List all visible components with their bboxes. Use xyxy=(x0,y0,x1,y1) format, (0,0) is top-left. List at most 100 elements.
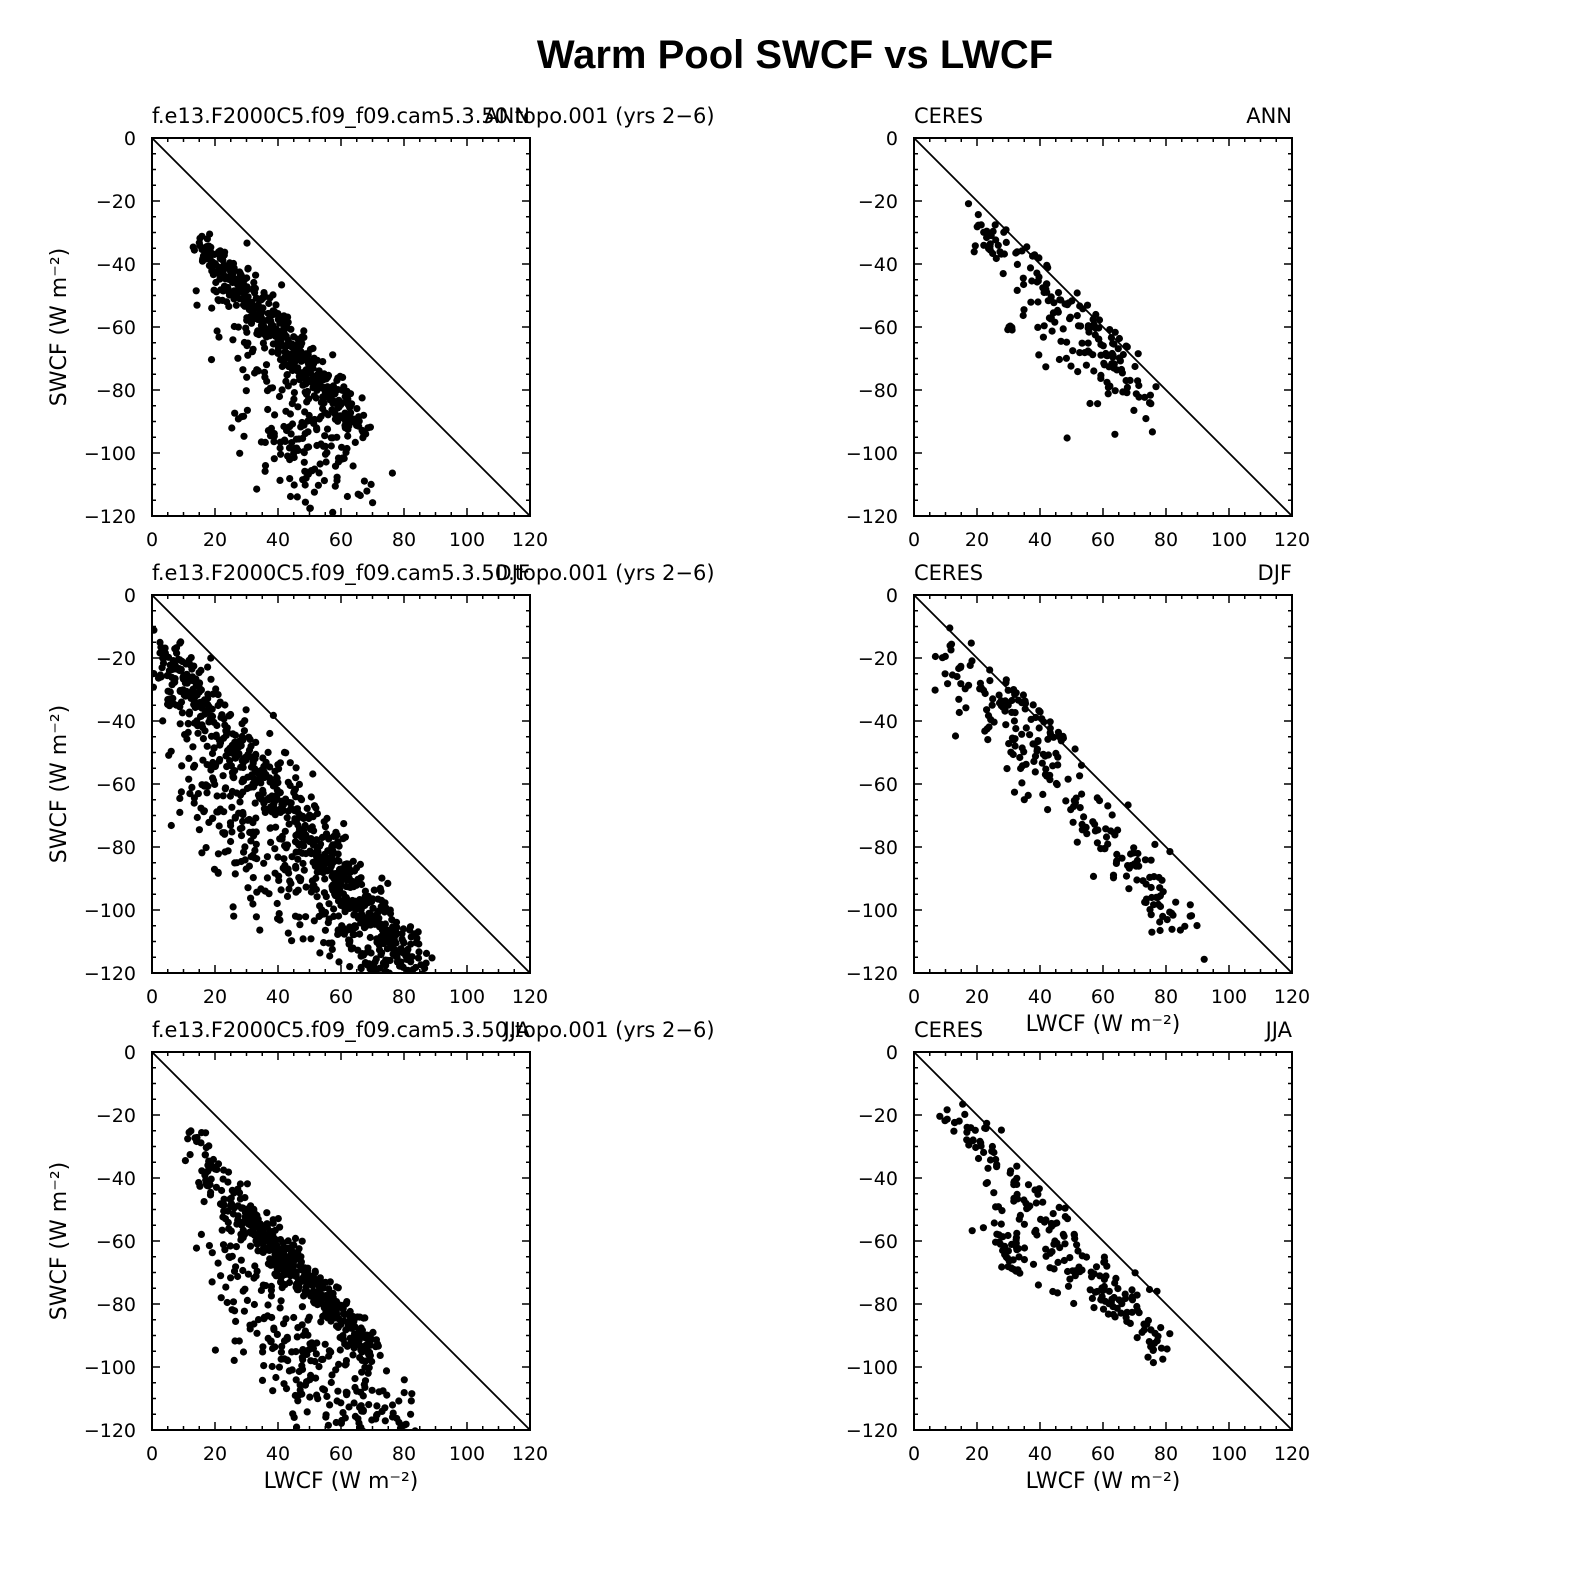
data-point xyxy=(1117,365,1126,374)
data-point xyxy=(297,833,305,841)
data-point xyxy=(201,710,209,718)
data-point xyxy=(1089,872,1098,881)
data-point xyxy=(295,1367,303,1376)
data-point xyxy=(1047,293,1055,301)
data-point xyxy=(245,733,253,741)
data-point xyxy=(1073,312,1081,320)
data-point xyxy=(211,1346,219,1354)
data-point xyxy=(253,1329,261,1337)
data-point xyxy=(1094,400,1102,408)
data-point xyxy=(1078,820,1086,829)
data-point xyxy=(295,435,303,443)
y-tick-label: −100 xyxy=(84,1357,136,1379)
data-point xyxy=(307,935,315,943)
data-point xyxy=(1131,1269,1139,1277)
data-point xyxy=(183,735,191,743)
y-tick-label: −80 xyxy=(96,380,136,402)
data-point xyxy=(1077,761,1086,769)
data-point xyxy=(346,938,354,946)
x-tick-label: 40 xyxy=(1028,1443,1052,1465)
data-point xyxy=(356,1313,364,1321)
y-tick-label: −20 xyxy=(96,1105,136,1127)
data-point xyxy=(287,430,295,438)
data-point xyxy=(378,971,384,973)
data-point xyxy=(342,418,350,426)
data-point xyxy=(275,338,283,346)
data-point xyxy=(1157,1344,1166,1352)
data-point xyxy=(1063,338,1071,346)
data-point xyxy=(328,882,336,890)
data-point xyxy=(285,820,293,828)
data-point xyxy=(260,799,268,807)
plot-frame xyxy=(151,1051,531,1431)
reference-line xyxy=(913,594,1293,974)
data-point xyxy=(323,814,331,823)
data-point xyxy=(204,701,212,709)
data-point xyxy=(1030,740,1038,748)
data-point xyxy=(294,1324,302,1332)
x-tick-label: 100 xyxy=(1211,1443,1247,1465)
data-point xyxy=(325,1285,333,1293)
data-point xyxy=(1051,1237,1059,1245)
data-point xyxy=(221,721,229,729)
y-tick-label: −60 xyxy=(96,317,136,339)
data-point xyxy=(368,1386,376,1394)
data-point xyxy=(306,504,314,512)
x-tick-label: 40 xyxy=(1028,529,1052,551)
y-tick-label: −60 xyxy=(858,1231,898,1253)
data-point xyxy=(216,698,224,706)
data-point xyxy=(986,1156,995,1164)
data-point xyxy=(296,1381,304,1389)
data-point xyxy=(1001,706,1009,715)
data-point xyxy=(322,1413,330,1421)
data-point xyxy=(243,406,251,414)
data-point xyxy=(377,980,384,987)
data-point xyxy=(1169,911,1177,919)
data-point xyxy=(1076,349,1084,357)
data-point xyxy=(1123,1308,1131,1316)
data-point xyxy=(199,252,208,260)
data-point xyxy=(1069,1267,1077,1275)
data-point xyxy=(1005,740,1013,748)
data-point xyxy=(342,1360,350,1368)
data-point xyxy=(357,1346,365,1354)
data-point xyxy=(938,654,947,662)
data-point xyxy=(995,691,1003,699)
data-point xyxy=(1069,347,1077,355)
data-point xyxy=(936,1112,944,1120)
data-point xyxy=(310,419,318,427)
data-point xyxy=(195,826,203,834)
data-point xyxy=(269,340,277,348)
data-point xyxy=(178,709,186,717)
data-point xyxy=(288,853,296,861)
data-point xyxy=(999,1233,1007,1241)
data-point xyxy=(191,693,199,702)
data-point xyxy=(314,481,322,489)
data-point xyxy=(280,326,288,334)
data-point xyxy=(1088,1273,1096,1281)
y-tick-label: −80 xyxy=(96,837,136,859)
data-point xyxy=(365,1401,373,1409)
data-point xyxy=(269,794,277,803)
data-point xyxy=(372,1343,380,1351)
data-point xyxy=(208,304,216,312)
data-point xyxy=(217,1272,225,1280)
data-point xyxy=(176,703,184,711)
data-point xyxy=(198,1167,206,1175)
data-point xyxy=(244,293,252,301)
data-point xyxy=(250,854,259,862)
data-point xyxy=(252,751,260,759)
data-point xyxy=(292,764,300,772)
data-point xyxy=(359,1427,367,1430)
data-point xyxy=(290,1413,298,1421)
data-point xyxy=(239,1266,247,1275)
data-point xyxy=(313,893,321,901)
data-point xyxy=(342,520,349,527)
data-point xyxy=(222,752,230,760)
data-point xyxy=(233,291,241,300)
data-point xyxy=(1034,298,1042,306)
x-tick-label: 80 xyxy=(1154,1443,1178,1465)
data-point xyxy=(231,409,239,417)
data-point xyxy=(1018,699,1026,707)
x-tick-label: 60 xyxy=(329,529,353,551)
